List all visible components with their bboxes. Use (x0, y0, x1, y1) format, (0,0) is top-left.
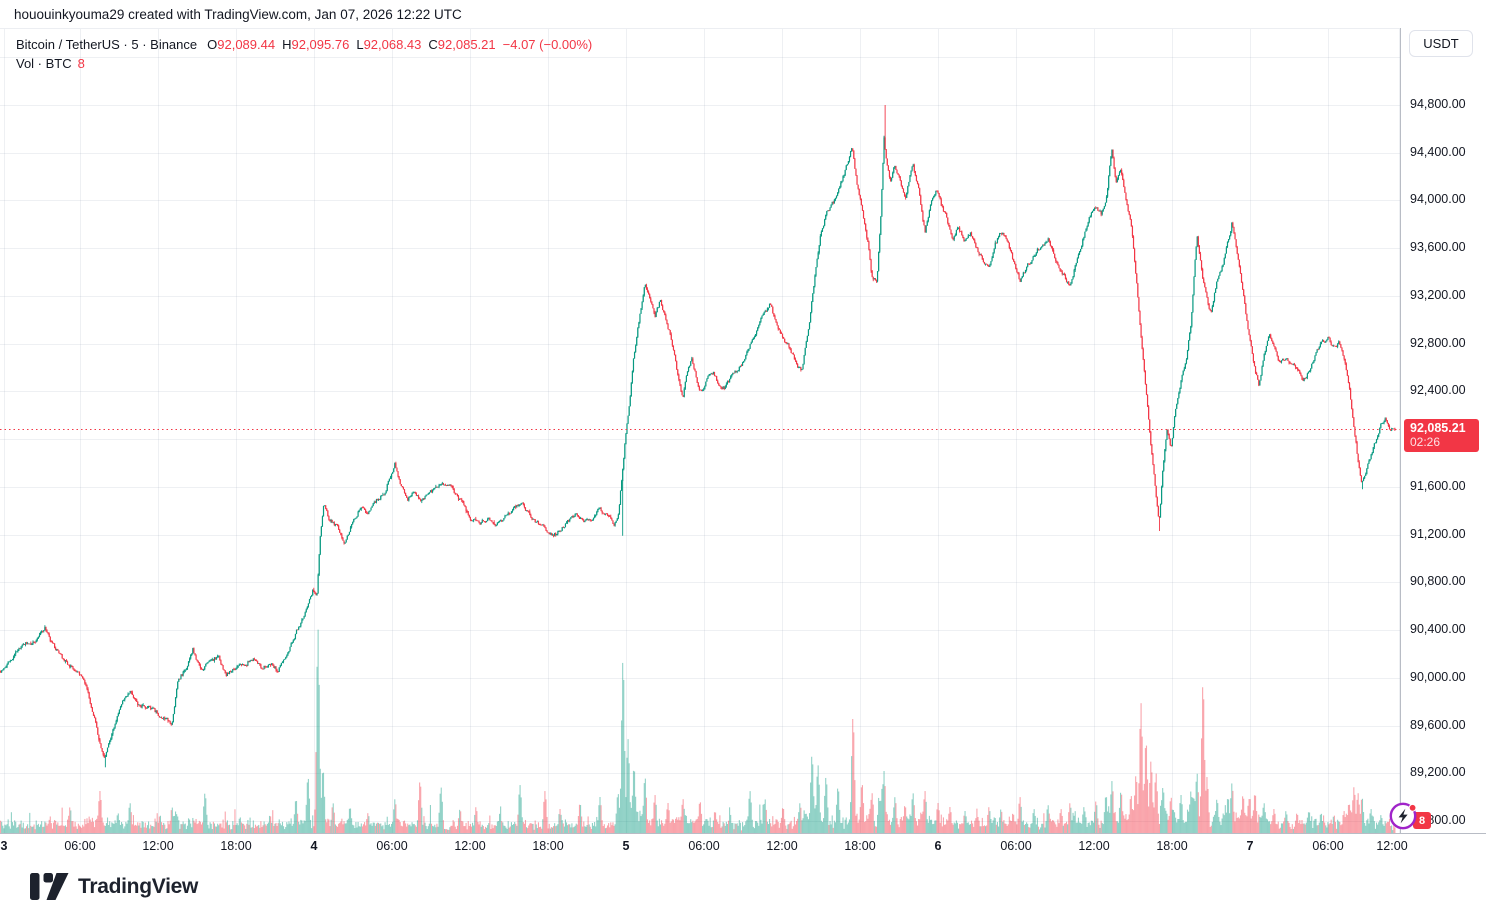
price-tick-label: 91,600.00 (1410, 478, 1466, 493)
legend-symbol-row: Bitcoin / TetherUS · 5 · Binance O92,089.… (16, 35, 592, 54)
time-tick-label: 18:00 (532, 839, 564, 853)
legend-volume-row: Vol · BTC 8 (16, 54, 592, 73)
volume-label: Vol · BTC (16, 56, 72, 71)
ohlc-item: C92,085.21 (428, 37, 496, 52)
price-tick-label: 94,800.00 (1410, 97, 1466, 111)
tradingview-logo-text: TradingView (78, 874, 199, 898)
current-price-value: 92,085.21 (1410, 420, 1466, 435)
lightning-boost-icon[interactable] (1388, 800, 1420, 832)
ohlc-item: O92,089.44 (207, 37, 276, 52)
symbol-title[interactable]: Bitcoin / TetherUS · 5 · Binance (16, 37, 198, 52)
time-tick-label: 12:00 (142, 839, 174, 853)
price-tick-label: 94,400.00 (1410, 144, 1466, 159)
time-tick-label: 6 (934, 839, 942, 853)
tradingview-logo[interactable]: TradingView (30, 873, 198, 900)
chart-plot-area: Bitcoin / TetherUS · 5 · Binance O92,089.… (0, 28, 1400, 834)
price-chart-canvas[interactable] (0, 29, 1400, 834)
ohlc-values: O92,089.44 H92,095.76 L92,068.43 C92,085.21 (207, 37, 503, 52)
volume-axis-badge: 8 (1413, 812, 1431, 829)
price-tick-label: 92,400.00 (1410, 383, 1466, 398)
price-tick-label: 93,600.00 (1410, 240, 1466, 255)
price-tick-label: 89,200.00 (1410, 765, 1466, 780)
ohlc-item: H92,095.76 (282, 37, 350, 52)
time-tick-label: 12:00 (766, 839, 798, 853)
time-axis[interactable]: 3 06:00 12:00 18:00 4 06:00 12:00 18:00 5 06:00 12… (0, 833, 1486, 860)
attribution-text: hououinkyouma29 created with TradingView… (14, 7, 462, 22)
price-tick-label: 90,000.00 (1410, 669, 1466, 684)
currency-toggle-button[interactable]: USDT (1409, 30, 1473, 57)
price-axis[interactable]: USDT 94,800.00 94,400.00 94,000.00 93,600.0… (1400, 28, 1486, 833)
time-tick-label: 3 (0, 839, 8, 853)
time-tick-label: 06:00 (1000, 839, 1032, 853)
time-tick-label: 12:00 (454, 839, 486, 853)
time-tick-label: 06:00 (688, 839, 720, 853)
ohlc-item: L92,068.43 (356, 37, 422, 52)
price-tick-label: 89,600.00 (1410, 717, 1466, 732)
time-tick-label: 06:00 (1312, 839, 1344, 853)
time-tick-label: 12:00 (1376, 839, 1408, 853)
time-tick-label: 18:00 (220, 839, 252, 853)
price-tick-label: 90,400.00 (1410, 622, 1466, 637)
time-tick-label: 18:00 (844, 839, 876, 853)
time-tick-label: 7 (1246, 839, 1254, 853)
bar-countdown: 02:26 (1410, 434, 1441, 449)
tradingview-logo-mark (30, 873, 69, 900)
time-tick-label: 12:00 (1078, 839, 1110, 853)
time-tick-label: 06:00 (376, 839, 408, 853)
price-tick-label: 94,000.00 (1410, 192, 1466, 207)
price-tick-label: 92,800.00 (1410, 335, 1466, 350)
time-tick-label: 06:00 (64, 839, 96, 853)
price-change: −4.07 (−0.00%) (502, 37, 593, 52)
time-tick-label: 18:00 (1156, 839, 1188, 853)
volume-value: 8 (77, 56, 85, 71)
price-tick-label: 93,200.00 (1410, 287, 1466, 302)
price-tick-label: 90,800.00 (1410, 574, 1466, 589)
time-tick-label: 5 (622, 839, 630, 853)
current-price-label: 92,085.21 02:26 (1404, 418, 1479, 452)
price-tick-label: 91,200.00 (1410, 526, 1466, 541)
time-tick-label: 4 (310, 839, 318, 853)
chart-legend: Bitcoin / TetherUS · 5 · Binance O92,089.… (16, 35, 592, 73)
